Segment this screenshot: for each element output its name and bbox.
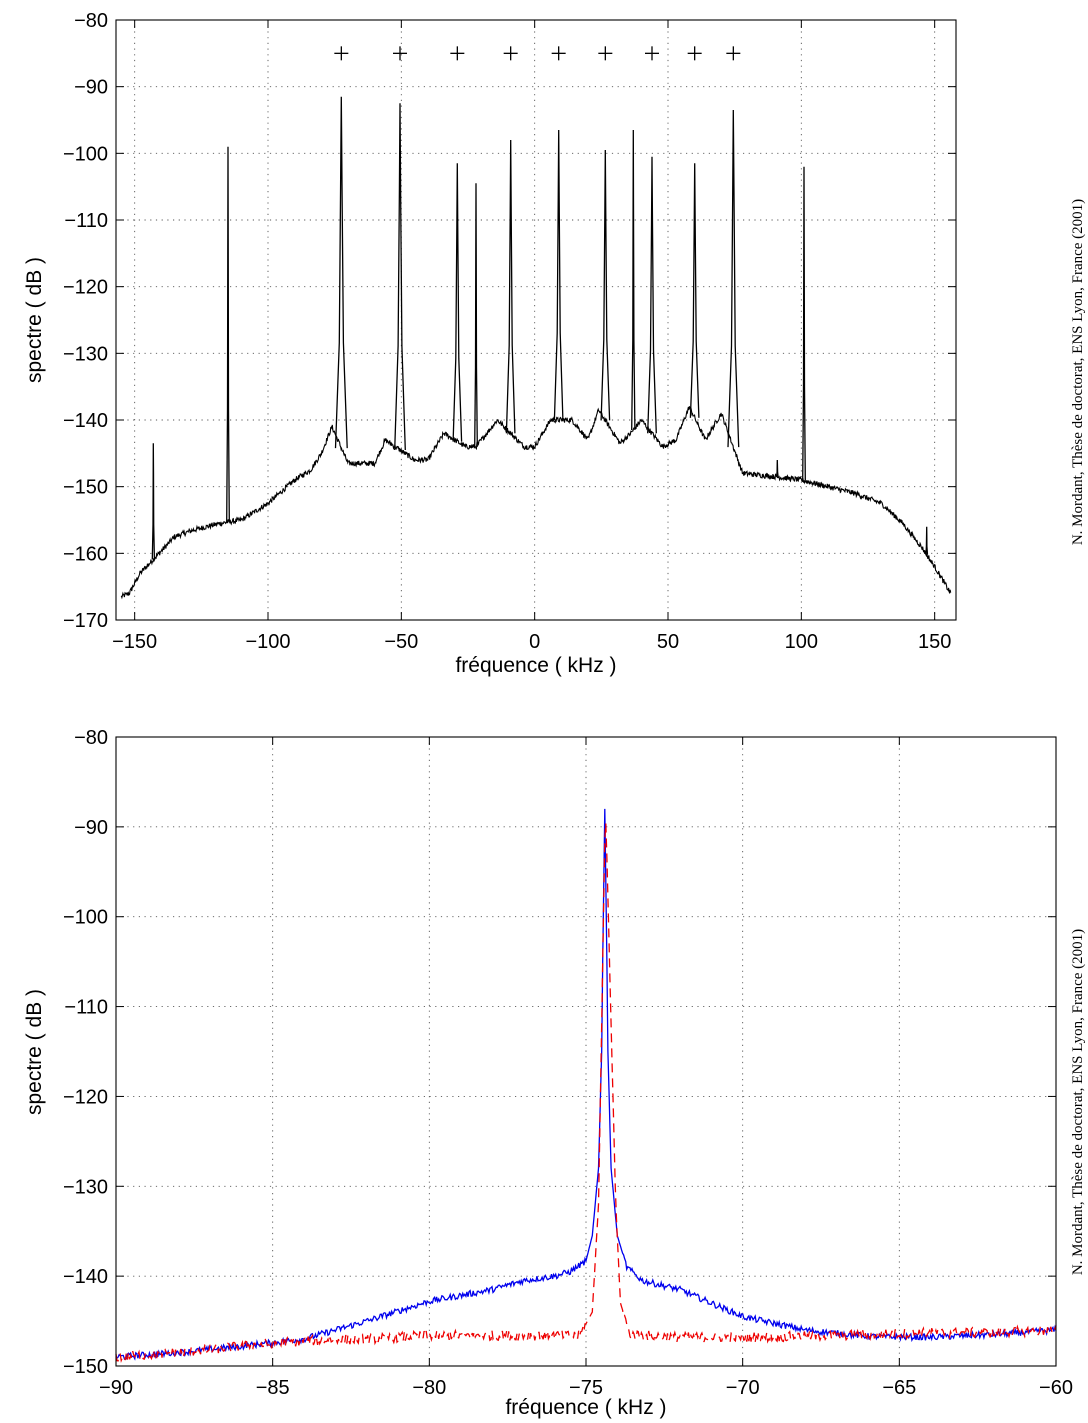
plus-marker xyxy=(551,46,566,61)
top-ytick-label: −160 xyxy=(63,543,108,565)
top-ytick-label: −130 xyxy=(63,343,108,365)
spectral-peak xyxy=(775,459,779,478)
top-ytick-label: −110 xyxy=(64,210,108,232)
credit-bottom: N. Mordant, Thèse de doctorat, ENS Lyon,… xyxy=(1070,929,1086,1275)
plus-marker xyxy=(450,46,465,61)
credit-top: N. Mordant, Thèse de doctorat, ENS Lyon,… xyxy=(1070,199,1086,545)
grid-bottom xyxy=(115,736,1057,1367)
spectral-peak xyxy=(802,166,806,481)
y-axis-label-bottom: spectre ( dB ) xyxy=(23,989,46,1115)
plus-marker xyxy=(393,46,407,61)
spectral-peak xyxy=(394,103,406,451)
bottom-ytick-label: −130 xyxy=(63,1176,108,1198)
spectral-peak xyxy=(226,146,230,523)
top-xtick-label: −150 xyxy=(112,631,157,653)
bottom-xtick-label: −70 xyxy=(726,1377,760,1399)
bottom-ytick-label: −100 xyxy=(63,907,108,929)
series-line-red-dashed xyxy=(115,822,1057,1363)
bottom-xtick-label: −90 xyxy=(99,1377,133,1399)
bottom-ytick-label: −120 xyxy=(63,1086,108,1108)
spectral-peak xyxy=(151,443,156,560)
series-top xyxy=(120,96,952,600)
bottom-ytick-label: −80 xyxy=(74,727,108,749)
bottom-xtick-label: −65 xyxy=(882,1377,916,1399)
top-xtick-label: 150 xyxy=(918,631,951,653)
bottom-xtick-label: −60 xyxy=(1039,1377,1073,1399)
spectral-peak xyxy=(474,183,478,447)
top-ytick-label: −100 xyxy=(63,143,108,165)
plus-marker xyxy=(503,46,518,61)
top-ytick-label: −170 xyxy=(63,610,108,632)
top-xtick-label: 0 xyxy=(529,631,540,653)
spectral-peak xyxy=(334,96,348,449)
top-ytick-label: −80 xyxy=(74,10,108,32)
series-line xyxy=(120,406,952,600)
plus-marker xyxy=(687,46,702,61)
top-xtick-label: 100 xyxy=(785,631,818,653)
top-ytick-label: −90 xyxy=(74,77,108,99)
bottom-ytick-label: −150 xyxy=(63,1356,108,1378)
spectral-peak xyxy=(925,526,929,555)
top-ytick-label: −120 xyxy=(63,277,108,299)
plus-marker xyxy=(726,46,741,61)
peak-markers xyxy=(334,46,741,61)
spectral-peak xyxy=(631,129,636,431)
plus-marker xyxy=(334,46,349,61)
spectrum-plot-zoom: −90 −85 −80 −75 −70 −65 −60 −150 −140 −130 −120 −11… xyxy=(23,727,1073,1419)
bottom-xtick-label: −75 xyxy=(569,1377,603,1399)
top-ytick-label: −150 xyxy=(63,477,108,499)
top-xtick-label: −100 xyxy=(245,631,290,653)
bottom-ytick-label: −140 xyxy=(63,1266,108,1288)
spectral-peak xyxy=(647,156,657,434)
top-xtick-label: 50 xyxy=(657,631,679,653)
ticks-top: −150 −100 −50 0 50 100 150 −170 −160 −150 −140 −130… xyxy=(63,10,956,653)
ticks-bottom: −90 −85 −80 −75 −70 −65 −60 −150 −140 −130 −120 −11… xyxy=(63,727,1073,1399)
spectrum-plot-full: −150 −100 −50 0 50 100 150 −170 −160 −150 −140 −130… xyxy=(23,10,957,677)
bottom-xtick-label: −85 xyxy=(256,1377,290,1399)
spectral-peak xyxy=(452,163,463,442)
y-axis-label-top: spectre ( dB ) xyxy=(23,257,46,383)
spectral-peak xyxy=(553,129,564,421)
spectral-peak xyxy=(689,163,700,418)
plot-frame-top xyxy=(115,19,957,621)
plus-marker xyxy=(598,46,613,61)
top-xtick-label: −50 xyxy=(384,631,418,653)
bottom-ytick-label: −90 xyxy=(74,817,108,839)
x-axis-label-bottom: fréquence ( kHz ) xyxy=(505,1396,666,1419)
top-ytick-label: −140 xyxy=(63,410,108,432)
spectral-peak xyxy=(505,139,516,434)
x-axis-label-top: fréquence ( kHz ) xyxy=(455,654,616,677)
spectral-peak xyxy=(727,109,740,448)
bottom-ytick-label: −110 xyxy=(64,997,108,1019)
series-bottom xyxy=(115,808,1057,1363)
plus-marker xyxy=(645,46,659,61)
bottom-xtick-label: −80 xyxy=(412,1377,446,1399)
grid-top xyxy=(116,19,956,621)
spectral-peak xyxy=(600,149,611,421)
